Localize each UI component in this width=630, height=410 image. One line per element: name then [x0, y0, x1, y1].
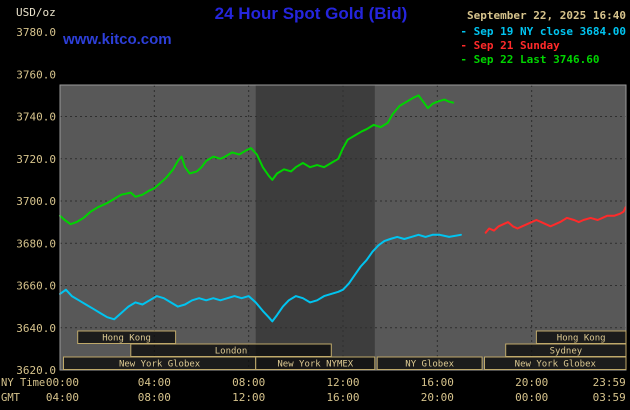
session-label: NY Globex: [405, 360, 454, 370]
legend-label: Sep 21 Sunday: [473, 39, 560, 52]
legend-item: - Sep 21 Sunday: [460, 39, 626, 53]
session-label: Sydney: [550, 347, 583, 357]
x-tick-label: 20:00: [421, 391, 454, 404]
y-tick-label: 3780.0: [16, 26, 56, 39]
y-axis-units-label: USD/oz: [16, 6, 56, 19]
session-box: [376, 356, 483, 370]
session-label: Hong Kong: [557, 334, 606, 344]
y-tick-label: 3720.0: [16, 153, 56, 166]
x-tick-label: 08:00: [232, 376, 265, 389]
price-series-sep22: [59, 94, 455, 226]
legend-dash-marker: -: [460, 39, 474, 52]
datetime-label: September 22, 2025 16:40: [467, 9, 626, 22]
session-box: [77, 330, 177, 344]
x-axis-row-label: NY Time: [1, 377, 45, 389]
price-series-sep19: [59, 233, 462, 323]
kitco-watermark-link[interactable]: www.kitco.com: [63, 31, 172, 48]
x-tick-label: 04:00: [46, 391, 79, 404]
y-tick-label: 3660.0: [16, 280, 56, 293]
session-box: [484, 356, 627, 370]
x-tick-label: 00:00: [46, 376, 79, 389]
x-tick-label: 12:00: [326, 376, 359, 389]
chart-title: 24 Hour Spot Gold (Bid): [214, 4, 408, 23]
session-label: Hong Kong: [102, 334, 151, 344]
x-tick-label: 00:00: [515, 391, 548, 404]
x-tick-label: 16:00: [326, 391, 359, 404]
session-box: [255, 356, 376, 370]
session-label: New York NYMEX: [277, 360, 353, 370]
y-tick-label: 3700.0: [16, 195, 56, 208]
legend-dash-marker: -: [460, 53, 474, 66]
price-series-sep21: [484, 206, 627, 234]
x-tick-label: 04:00: [138, 376, 171, 389]
session-label: New York Globex: [119, 360, 201, 370]
y-tick-label: 3620.0: [16, 364, 56, 377]
x-tick-label: 03:59: [593, 391, 626, 404]
legend-label: Sep 19 NY close 3684.00: [473, 25, 626, 38]
y-tick-label: 3740.0: [16, 111, 56, 124]
legend-dash-marker: -: [460, 25, 474, 38]
y-tick-label: 3680.0: [16, 237, 56, 250]
x-tick-label: 12:00: [232, 391, 265, 404]
x-tick-label: 16:00: [421, 376, 454, 389]
legend-label: Sep 22 Last 3746.60: [473, 53, 600, 66]
session-label: London: [215, 347, 248, 357]
legend: - Sep 19 NY close 3684.00- Sep 21 Sunday…: [460, 25, 626, 67]
y-tick-label: 3760.0: [16, 68, 56, 81]
y-tick-label: 3640.0: [16, 322, 56, 335]
legend-item: - Sep 19 NY close 3684.00: [460, 25, 626, 39]
x-tick-label: 20:00: [515, 376, 548, 389]
x-axis-row-label: GMT: [1, 392, 21, 404]
session-label: New York Globex: [515, 360, 597, 370]
x-tick-label: 08:00: [138, 391, 171, 404]
x-tick-label: 23:59: [593, 376, 626, 389]
legend-item: - Sep 22 Last 3746.60: [460, 53, 626, 67]
nymex-session-band: [255, 85, 375, 370]
